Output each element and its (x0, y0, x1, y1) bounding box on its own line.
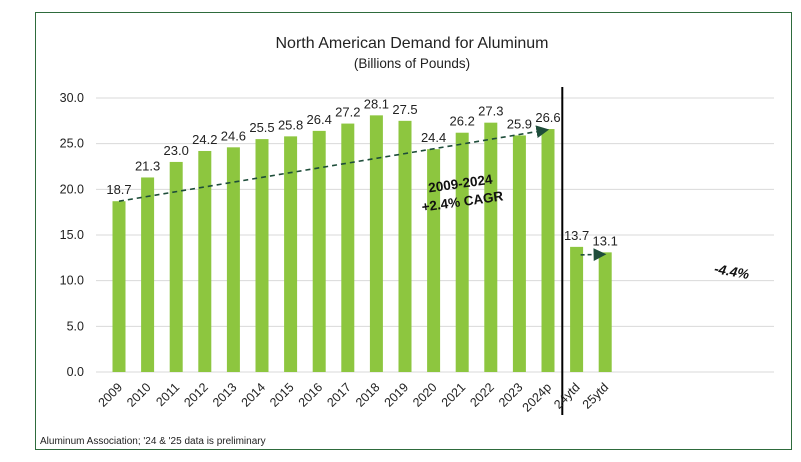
x-tick-label: 2010 (124, 380, 154, 410)
data-labels: 18.7 21.3 23.024.2 24.625.5 25.8 26.4 27.2 28.1… (106, 96, 618, 248)
data-label: 18.7 (106, 182, 131, 197)
data-label: 25.9 (507, 116, 532, 131)
x-tick-label: 24ytd (551, 380, 583, 412)
x-tick-label: 2020 (410, 380, 440, 410)
bar-2013 (226, 147, 240, 372)
y-tick-label: 20.0 (60, 182, 84, 196)
bar-2023 (512, 135, 526, 372)
chart-subtitle: (Billions of Pounds) (354, 56, 470, 71)
bar-24ytd (570, 246, 584, 372)
x-tick-label: 2021 (439, 380, 469, 410)
bar-25ytd (598, 252, 612, 372)
x-tick-label: 2018 (353, 380, 383, 410)
x-axis-ticks: 2009 2010 2011 2012 2013 2014 2015 2016 2017 2018… (96, 380, 612, 415)
x-tick-label: 25ytd (580, 380, 612, 412)
data-label: 24.4 (421, 130, 446, 145)
y-tick-label: 10.0 (60, 274, 84, 288)
x-tick-label: 2015 (267, 380, 297, 410)
y-axis-ticks: 0.0 5.0 10.0 15.0 20.0 25.0 30.0 (60, 91, 84, 379)
bar-2011 (169, 161, 183, 372)
ytd-change-label: -4.4% (713, 261, 750, 282)
y-tick-label: 25.0 (60, 137, 84, 151)
y-tick-label: 0.0 (67, 365, 84, 379)
bar-2010 (141, 177, 155, 372)
x-tick-label: 2016 (296, 380, 326, 410)
bar-2009 (112, 201, 126, 372)
cagr-trend-arrow (118, 125, 550, 202)
data-label: 27.2 (335, 105, 360, 120)
data-label: 26.4 (307, 112, 332, 127)
data-label: 24.2 (192, 132, 217, 147)
bar-2016 (312, 130, 326, 372)
y-tick-label: 5.0 (67, 319, 84, 333)
data-label: 27.3 (478, 104, 503, 119)
x-tick-label: 2011 (153, 380, 182, 409)
x-tick-label: 2014 (239, 380, 269, 410)
data-label: 21.3 (135, 158, 160, 173)
bar-2021 (455, 132, 469, 372)
bar-2015 (284, 136, 298, 372)
bar-2022 (484, 122, 498, 372)
bar-2020 (427, 149, 441, 372)
y-tick-label: 15.0 (60, 228, 84, 242)
data-label: 23.0 (164, 143, 189, 158)
data-label: 27.5 (392, 102, 417, 117)
chart-frame (35, 12, 792, 450)
bar-2024p (541, 129, 555, 372)
data-label: 13.1 (593, 233, 618, 248)
y-tick-label: 30.0 (60, 91, 84, 105)
data-label: 26.2 (450, 114, 475, 129)
x-tick-label: 2017 (324, 380, 354, 410)
bar-2017 (341, 123, 355, 372)
data-label: 28.1 (364, 96, 389, 111)
data-label: 13.7 (564, 228, 589, 243)
data-label: 26.6 (535, 110, 560, 125)
data-label: 24.6 (221, 128, 246, 143)
x-tick-label: 2019 (382, 380, 412, 410)
x-tick-label: 2024p (520, 380, 555, 415)
bar-2018 (369, 115, 383, 372)
source-note: Aluminum Association; '24 & '25 data is … (40, 436, 266, 447)
chart-title: North American Demand for Aluminum (276, 35, 549, 52)
x-tick-label: 2022 (467, 380, 497, 410)
x-tick-label: 2013 (210, 380, 240, 410)
bar-2014 (255, 139, 269, 372)
x-tick-label: 2012 (181, 380, 211, 410)
bar-2019 (398, 120, 412, 372)
data-label: 25.8 (278, 117, 303, 132)
bar-2012 (198, 150, 212, 372)
bars (112, 87, 612, 415)
x-tick-label: 2009 (96, 380, 126, 410)
data-label: 25.5 (249, 120, 274, 135)
ytd-trend-arrow (580, 248, 607, 261)
